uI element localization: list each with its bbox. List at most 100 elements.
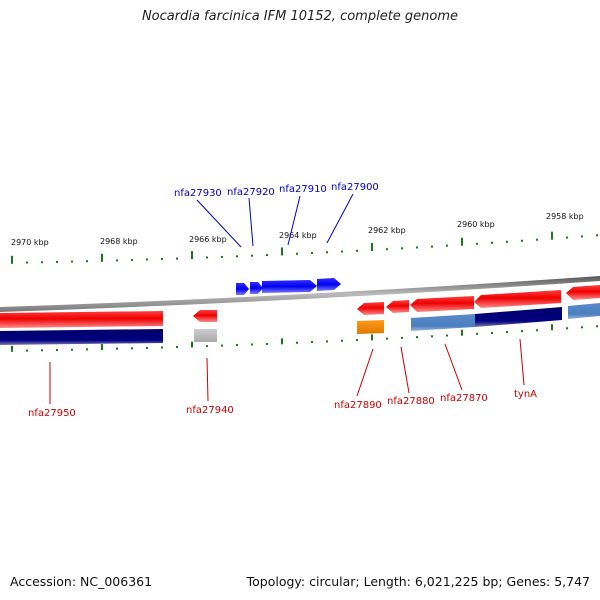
accession-text: Accession: NC_006361 — [10, 574, 153, 589]
major-tick — [371, 242, 373, 251]
sequence-backbone — [0, 276, 600, 312]
cds-bar-nfa27940[interactable] — [194, 329, 217, 342]
minor-tick — [41, 349, 43, 352]
major-tick — [191, 251, 193, 260]
minor-tick — [431, 335, 433, 338]
minor-tick — [521, 330, 523, 333]
gene-arrow-nfa27950[interactable] — [0, 311, 163, 328]
minor-tick — [311, 341, 313, 344]
leader-nfa27870 — [444, 343, 463, 391]
minor-tick — [596, 234, 598, 237]
minor-tick — [266, 254, 268, 257]
minor-tick — [416, 246, 418, 249]
gene-arrow-nfa27900[interactable] — [317, 278, 341, 291]
reverse-genes — [0, 285, 600, 328]
minor-tick — [356, 249, 358, 252]
minor-tick — [56, 260, 58, 263]
minor-tick — [386, 248, 388, 251]
minor-tick — [251, 343, 253, 346]
minor-tick — [116, 259, 118, 262]
gene-label-nfa27900[interactable]: nfa27900 — [331, 182, 379, 193]
cds-bar-nfa27890[interactable] — [357, 320, 384, 334]
gene-arrow-nfa27920[interactable] — [250, 282, 263, 294]
minor-tick — [566, 327, 568, 330]
minor-tick — [536, 329, 538, 332]
gene-arrow-tynA[interactable] — [474, 290, 561, 308]
minor-tick — [71, 348, 73, 351]
minor-tick — [341, 250, 343, 253]
minor-tick — [536, 238, 538, 241]
minor-tick — [161, 346, 163, 349]
forward-genes — [236, 278, 341, 295]
minor-tick — [221, 255, 223, 258]
cds-bar-next[interactable] — [568, 303, 600, 319]
gene-arrow-nfa27940[interactable] — [193, 310, 217, 322]
major-tick — [371, 334, 373, 341]
minor-tick — [581, 235, 583, 238]
gene-label-nfa27890[interactable]: nfa27890 — [334, 400, 382, 411]
cds-bar-tynA[interactable] — [475, 307, 562, 327]
minor-tick — [86, 260, 88, 263]
scale-label: 2966 kbp — [189, 235, 227, 244]
minor-tick — [581, 326, 583, 329]
gene-arrow-nfa27930[interactable] — [236, 283, 249, 295]
minor-tick — [401, 336, 403, 339]
gene-label-nfa27910[interactable]: nfa27910 — [279, 184, 327, 195]
minor-tick — [146, 346, 148, 349]
gene-label-nfa27870[interactable]: nfa27870 — [440, 393, 488, 404]
scale-ticks-upper — [11, 231, 598, 264]
gene-label-nfa27920[interactable]: nfa27920 — [227, 187, 275, 198]
minor-tick — [326, 340, 328, 343]
minor-tick — [41, 261, 43, 264]
major-tick — [551, 231, 553, 240]
cds-bar-nfa27870[interactable] — [411, 314, 475, 331]
minor-tick — [131, 347, 133, 350]
minor-tick — [446, 244, 448, 247]
gene-arrow-nfa27890[interactable] — [357, 302, 384, 315]
major-tick — [11, 345, 13, 352]
gene-label-nfa27950[interactable]: nfa27950 — [28, 408, 76, 419]
gene-label-nfa27940[interactable]: nfa27940 — [186, 405, 234, 416]
minor-tick — [491, 331, 493, 334]
minor-tick — [506, 331, 508, 334]
minor-tick — [506, 240, 508, 243]
minor-tick — [176, 346, 178, 349]
major-tick — [461, 237, 463, 246]
minor-tick — [431, 245, 433, 248]
leader-nfa27890 — [356, 348, 374, 397]
minor-tick — [311, 252, 313, 255]
minor-tick — [266, 342, 268, 345]
minor-tick — [71, 260, 73, 263]
gene-label-nfa27880[interactable]: nfa27880 — [387, 396, 435, 407]
major-tick — [191, 341, 193, 348]
cds-track — [0, 303, 600, 345]
minor-tick — [26, 349, 28, 352]
leader-nfa27930 — [196, 199, 242, 248]
major-tick — [281, 247, 283, 256]
minor-tick — [566, 236, 568, 239]
minor-tick — [356, 339, 358, 342]
gene-arrow-nfa27870[interactable] — [410, 296, 474, 312]
gene-arrow-nfa27880[interactable] — [386, 300, 409, 313]
minor-tick — [251, 254, 253, 257]
major-tick — [101, 344, 103, 351]
major-tick — [101, 253, 103, 262]
minor-tick — [341, 339, 343, 342]
minor-tick — [26, 261, 28, 264]
minor-tick — [521, 239, 523, 242]
minor-tick — [86, 348, 88, 351]
minor-tick — [206, 345, 208, 348]
cds-bar-nfa27950[interactable] — [0, 329, 163, 345]
genome-summary-text: Topology: circular; Length: 6,021,225 bp… — [246, 574, 590, 589]
gene-label-nfa27930[interactable]: nfa27930 — [174, 188, 222, 199]
scale-ticks-lower — [11, 324, 598, 352]
minor-tick — [446, 334, 448, 337]
leader-nfa27920 — [248, 197, 254, 247]
minor-tick — [146, 258, 148, 261]
gene-label-tynA[interactable]: tynA — [514, 389, 537, 400]
gene-arrow-nfa27910[interactable] — [262, 280, 317, 293]
minor-tick — [221, 344, 223, 347]
leader-nfa27880 — [400, 346, 410, 394]
gene-arrow-next[interactable] — [566, 285, 600, 300]
